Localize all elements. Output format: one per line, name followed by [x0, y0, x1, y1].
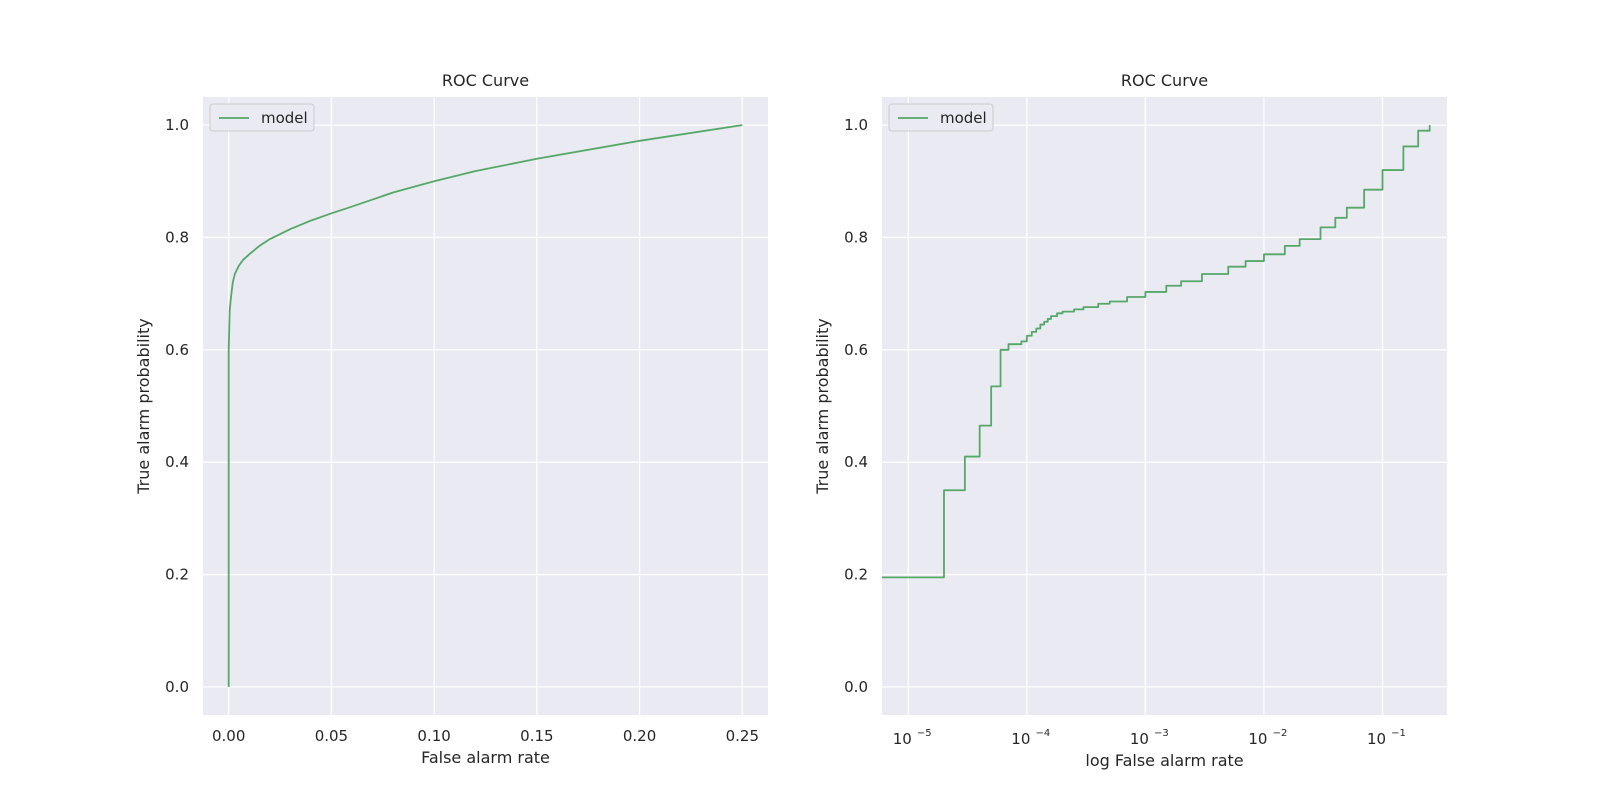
legend-box [209, 103, 315, 132]
series-line-model [882, 125, 1431, 579]
x-tick-label: 10 [1248, 730, 1267, 748]
y-tick-label: 1.0 [165, 116, 189, 134]
x-tick-exponent: −4 [1035, 728, 1050, 739]
plot-area [882, 97, 1447, 715]
y-tick-label: 0.0 [165, 678, 189, 696]
legend-box [888, 103, 994, 132]
x-tick-label: 0.00 [212, 727, 245, 745]
series-line-model [227, 124, 743, 687]
x-tick-label: 10 [1367, 730, 1386, 748]
x-tick-exponent: −3 [1154, 728, 1169, 739]
y-tick-label: 0.4 [165, 453, 189, 471]
x-tick-label: 0.10 [417, 727, 450, 745]
roc-chart-linear: 0.00 0.05 0.10 0.15 0.20 0.25 0.0 0.2 0.4 0.6 0.8 1… [134, 71, 768, 767]
x-axis-label: log False alarm rate [1085, 751, 1243, 770]
x-tick-label: 0.25 [726, 727, 759, 745]
roc-chart-log: 10 −5 10 −4 10 −3 10 −2 10 −1 0.0 0.2 0.4 0.6 0.8 1.0 RO… [813, 71, 1447, 770]
x-tick-label: 10 [1011, 730, 1030, 748]
y-tick-label: 0.6 [165, 341, 189, 359]
legend-label: model [940, 109, 987, 127]
y-tick-label: 0.8 [844, 228, 868, 246]
y-tick-label: 0.0 [844, 678, 868, 696]
x-tick-label: 0.05 [315, 727, 348, 745]
y-tick-label: 0.4 [844, 453, 868, 471]
x-tick-exponent: −1 [1391, 728, 1406, 739]
x-tick-label: 0.15 [520, 727, 553, 745]
x-tick-label: 10 [1130, 730, 1149, 748]
y-tick-label: 1.0 [844, 116, 868, 134]
legend-label: model [261, 109, 308, 127]
x-tick-label: 0.20 [623, 727, 656, 745]
x-axis-label: False alarm rate [421, 748, 550, 767]
plot-area [203, 97, 768, 715]
x-tick-label: 10 [893, 730, 912, 748]
y-tick-label: 0.2 [844, 566, 868, 584]
x-tick-exponent: −2 [1273, 728, 1288, 739]
y-axis-label: True alarm probability [813, 318, 832, 494]
y-tick-label: 0.2 [165, 566, 189, 584]
y-axis-label: True alarm probability [134, 318, 153, 494]
chart-title: ROC Curve [1121, 71, 1208, 90]
y-tick-label: 0.8 [165, 228, 189, 246]
x-tick-exponent: −5 [917, 728, 932, 739]
y-tick-label: 0.6 [844, 341, 868, 359]
chart-title: ROC Curve [442, 71, 529, 90]
